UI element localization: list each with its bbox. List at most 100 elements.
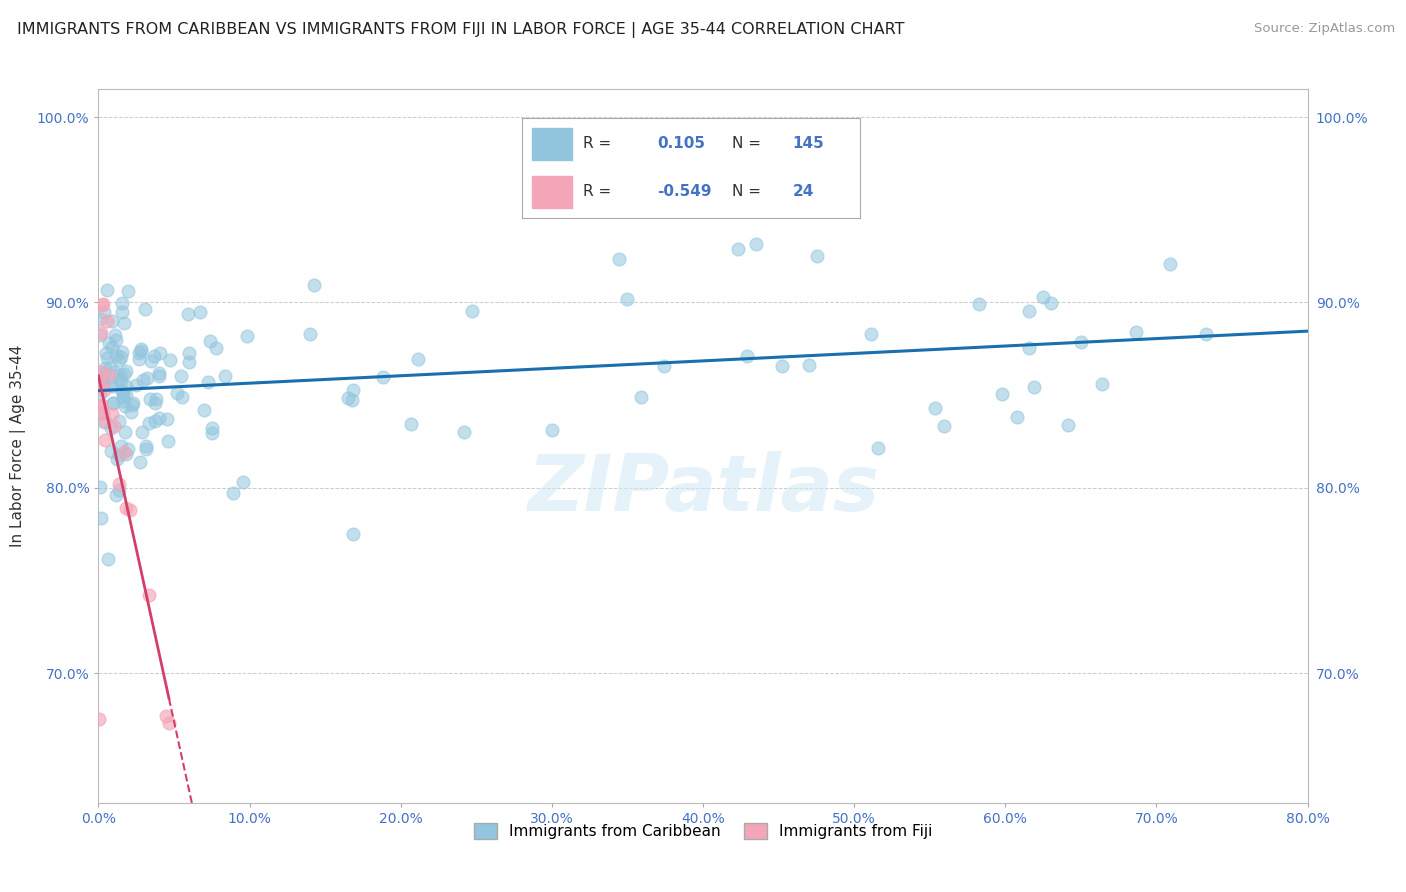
Point [1032,290,1054,304]
Point [94,346,117,360]
Point [91,398,114,412]
Point [236,328,259,343]
Point [198,334,221,348]
Point [101,407,124,421]
Point [461,304,484,318]
Point [193,403,215,417]
Point [111,384,134,399]
Y-axis label: In Labor Force | Age 35-44: In Labor Force | Age 35-44 [10,345,25,547]
Point [128,351,150,366]
Point [540,423,562,437]
Point [91,297,114,311]
Point [118,502,141,516]
Point [105,334,128,348]
Point [201,425,224,440]
Point [112,316,135,330]
Point [770,359,793,373]
Point [120,405,142,419]
Point [93,407,115,421]
Point [990,387,1012,401]
Point [156,434,179,448]
Point [744,237,766,252]
Point [131,344,153,359]
Point [112,445,135,459]
Point [129,455,152,469]
Point [129,343,152,357]
Point [107,372,129,386]
Point [924,401,946,416]
Point [138,416,160,430]
Point [114,500,136,515]
Point [89,480,111,494]
Point [149,346,172,360]
Point [148,411,170,425]
Point [170,390,193,404]
Point [111,390,134,404]
Point [156,412,179,426]
Point [1195,326,1218,341]
Point [337,391,360,405]
Point [107,448,129,462]
Point [340,392,363,407]
Point [107,414,129,428]
Point [93,383,115,397]
Text: IMMIGRANTS FROM CARIBBEAN VS IMMIGRANTS FROM FIJI IN LABOR FORCE | AGE 35-44 COR: IMMIGRANTS FROM CARIBBEAN VS IMMIGRANTS … [17,22,904,38]
Legend: Immigrants from Caribbean, Immigrants from Fiji: Immigrants from Caribbean, Immigrants fr… [468,817,938,845]
Point [111,394,134,409]
Point [727,242,749,256]
Point [170,368,193,383]
Point [607,252,630,266]
Point [90,400,112,414]
Point [177,307,200,321]
Point [1018,304,1040,318]
Point [148,368,170,383]
Point [134,302,156,317]
Point [735,349,758,363]
Point [1070,335,1092,350]
Point [104,328,127,343]
Point [1090,376,1112,391]
Point [866,442,889,456]
Point [453,425,475,440]
Point [371,370,394,384]
Point [90,371,112,385]
Point [90,406,112,420]
Point [93,374,115,388]
Point [157,716,180,731]
Point [652,359,675,373]
Point [111,305,134,319]
Point [200,420,222,434]
Point [406,352,429,367]
Point [616,292,638,306]
Point [1125,325,1147,339]
Point [138,392,160,406]
Point [101,340,124,354]
Point [135,442,157,457]
Point [1039,296,1062,310]
Point [342,383,364,397]
Point [93,434,115,448]
Text: Source: ZipAtlas.com: Source: ZipAtlas.com [1254,22,1395,36]
Point [125,377,148,392]
Point [111,386,134,401]
Point [934,419,956,434]
Point [96,351,118,366]
Point [342,527,364,541]
Point [101,313,124,327]
Point [114,399,136,413]
Point [90,381,112,395]
Point [96,314,118,328]
Point [89,328,111,343]
Point [115,378,138,392]
Point [222,486,245,500]
Point [302,278,325,293]
Point [139,354,162,368]
Point [131,425,153,440]
Point [103,395,125,409]
Point [111,345,134,359]
Point [90,365,112,379]
Point [103,365,125,379]
Point [155,709,177,723]
Point [136,371,159,385]
Point [630,390,652,404]
